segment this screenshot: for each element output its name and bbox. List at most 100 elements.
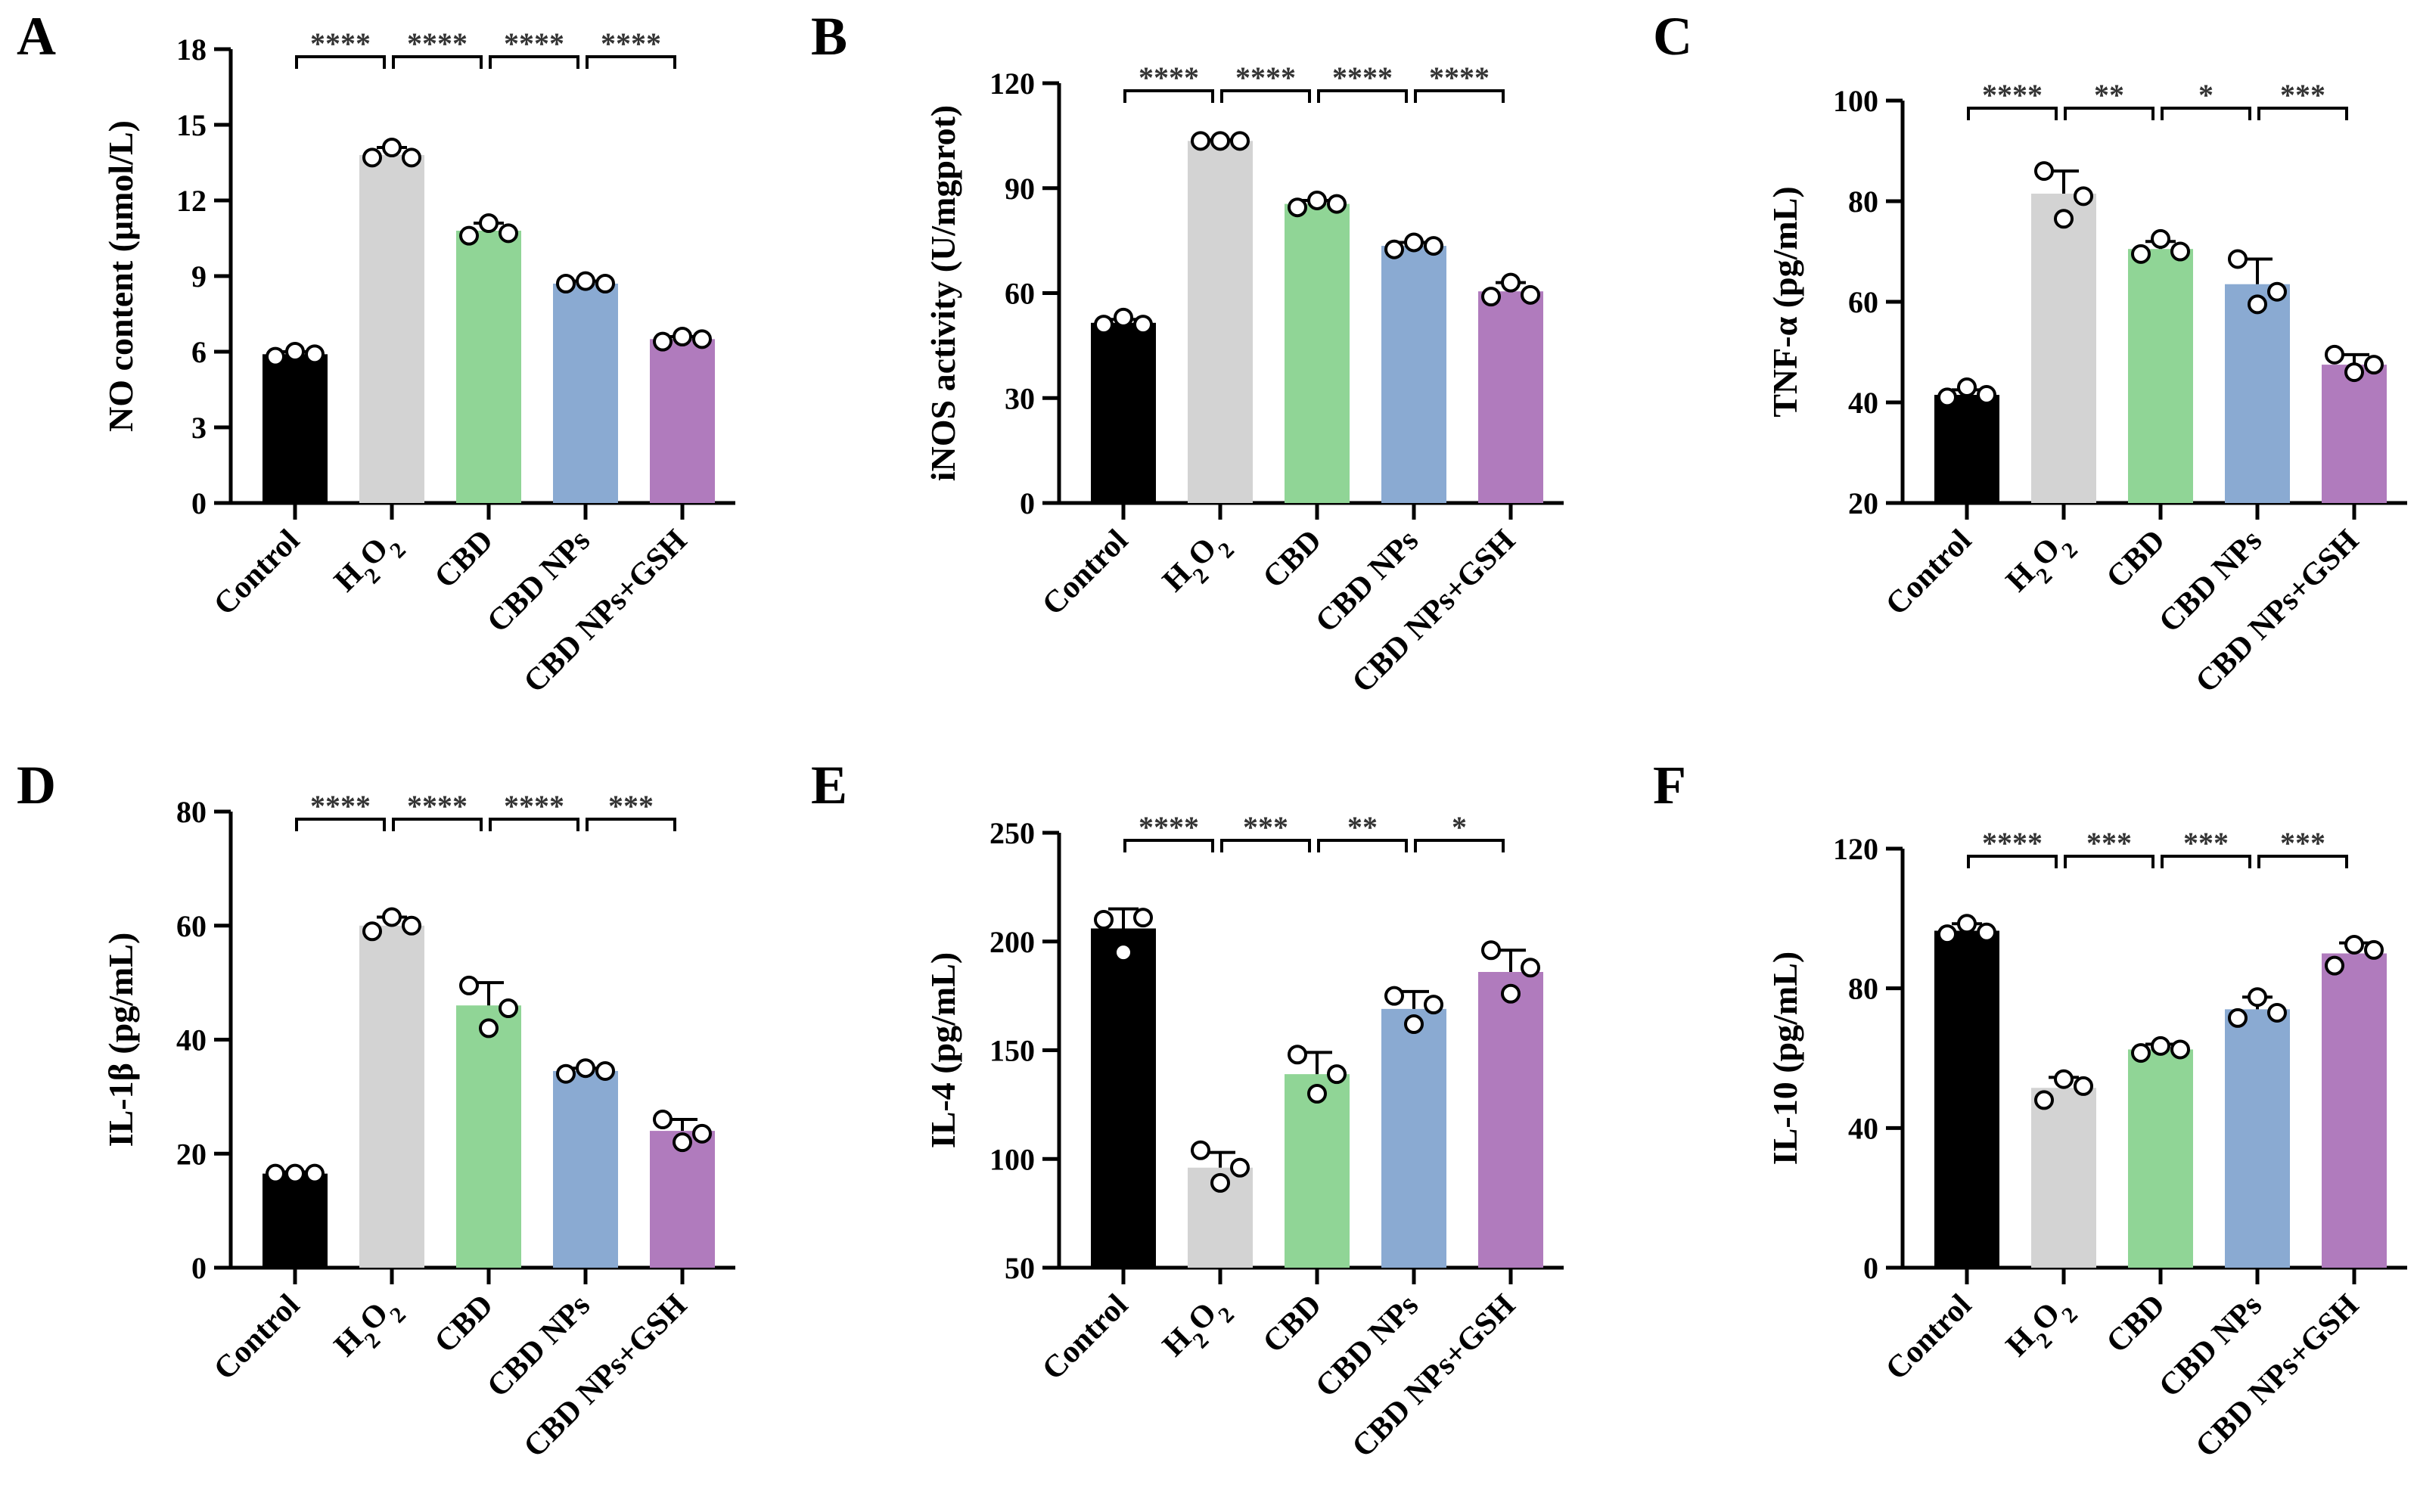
significance-label: *** [2086, 826, 2132, 860]
y-axis-label: IL-10 (pg/mL) [1766, 952, 1804, 1165]
significance-label: **** [1139, 810, 1199, 844]
significance-bracket [1317, 839, 1408, 852]
data-point [305, 1163, 325, 1184]
data-point [1424, 995, 1443, 1015]
x-tick-label: CBD NPs+GSH [1346, 1288, 1522, 1464]
y-tick-label: 90 [1005, 172, 1035, 206]
y-tick-label: 40 [1848, 1111, 1878, 1145]
significance-label: **** [504, 789, 564, 823]
y-tick-label: 15 [176, 108, 207, 142]
significance-label: **** [1429, 61, 1490, 95]
data-point [2074, 1076, 2093, 1096]
x-tick-label: CBD [428, 523, 500, 595]
bar [1934, 395, 1999, 503]
data-point [1230, 131, 1250, 151]
significance-bracket [1967, 855, 2058, 868]
significance-bracket [1414, 839, 1505, 852]
significance-bracket [2064, 107, 2154, 120]
data-point [2344, 934, 2364, 955]
y-axis-label: NO content (μmol/L) [101, 120, 140, 432]
data-point [1133, 315, 1153, 335]
panel-b: B 0 30 60 90 120 iNOS activity (U/mgprot) Contr… [811, 6, 1564, 700]
data-point [2364, 939, 2384, 960]
bar [1478, 291, 1543, 503]
data-point [2325, 344, 2344, 365]
x-tick-label: CBD [2100, 523, 2172, 595]
panel-c: C 20 40 60 80 100 TNF-α (pg/mL) Control H2O2 CBDC… [1653, 6, 2407, 700]
panel-e: E 50 100 150 200 250 IL-4 (pg/mL) Control H2O2 CB… [811, 755, 1564, 1464]
data-point [362, 147, 382, 168]
significance-bracket [392, 55, 483, 69]
data-point [1327, 1064, 1347, 1085]
data-point [1210, 131, 1230, 151]
data-point [1521, 284, 1540, 305]
data-point [556, 1063, 576, 1084]
y-tick-label: 120 [1833, 832, 1878, 866]
data-point [1481, 287, 1501, 307]
significance-bracket [1220, 89, 1311, 103]
x-tick-label: Control [1036, 1288, 1135, 1387]
data-point [479, 1018, 499, 1039]
x-tick-label: Control [1036, 523, 1135, 622]
bar [2031, 194, 2096, 503]
data-point [1957, 377, 1977, 398]
x-tick-label: H2O2 [328, 1288, 410, 1371]
x-tick-label: CBD NPs+GSH [517, 1288, 694, 1464]
bar [359, 925, 424, 1268]
x-tick-label: CBD [1257, 1288, 1328, 1360]
x-tick-label: H2O2 [1156, 523, 1238, 606]
data-point [1094, 910, 1114, 930]
significance-label: **** [1982, 78, 2043, 112]
x-tick-label: Control [1879, 1288, 1978, 1387]
data-point [2034, 1090, 2054, 1110]
data-point [479, 213, 499, 233]
significance-label: * [2198, 78, 2214, 112]
y-tick-label: 12 [176, 184, 207, 218]
significance-label: * [1452, 810, 1467, 844]
bar [1091, 928, 1156, 1268]
data-point [2248, 294, 2267, 315]
data-point [673, 327, 692, 346]
panel-f: F 0 40 80 120 IL-10 (pg/mL) Control H2O2 CBDCBD … [1653, 755, 2407, 1464]
y-tick-label: 40 [176, 1023, 207, 1057]
data-point [382, 907, 402, 927]
panel-letter: D [17, 755, 56, 815]
x-tick-label: Control [1879, 523, 1978, 622]
data-point [2131, 244, 2151, 264]
bar [456, 1005, 521, 1268]
data-point [1977, 922, 1996, 942]
significance-label: *** [608, 789, 654, 823]
significance-label: ** [1347, 810, 1378, 844]
x-tick-label: Control [207, 523, 306, 622]
data-point [1384, 239, 1404, 259]
significance-label: *** [2183, 826, 2229, 860]
data-point [1307, 190, 1327, 210]
y-tick-label: 60 [1848, 285, 1878, 319]
significance-label: *** [1243, 810, 1288, 844]
data-point [2228, 1007, 2248, 1028]
data-point [1114, 307, 1133, 328]
data-point [459, 975, 479, 995]
panel-letter: F [1653, 755, 1686, 815]
y-tick-label: 80 [176, 795, 207, 829]
x-tick-label: CBD NPs+GSH [1346, 523, 1522, 700]
data-point [653, 331, 673, 352]
y-tick-label: 100 [1833, 84, 1878, 118]
data-point [2267, 281, 2287, 302]
x-tick-label: H2O2 [1156, 1288, 1238, 1371]
significance-label: *** [2280, 78, 2325, 112]
y-tick-label: 50 [1005, 1251, 1035, 1285]
significance-label: **** [504, 26, 564, 61]
data-point [1384, 986, 1404, 1006]
data-point [459, 225, 479, 246]
data-point [595, 1060, 615, 1081]
bar [1285, 203, 1350, 503]
significance-label: **** [407, 26, 468, 61]
data-point [2344, 362, 2364, 383]
data-point [305, 344, 325, 365]
y-tick-label: 0 [191, 1251, 207, 1285]
data-point [1191, 1140, 1210, 1160]
bar [650, 1131, 715, 1268]
y-tick-label: 0 [1863, 1251, 1878, 1285]
panel-a: A 0 3 6 9 12 15 18 NO content (μmol/L) Control H2O… [17, 6, 735, 700]
